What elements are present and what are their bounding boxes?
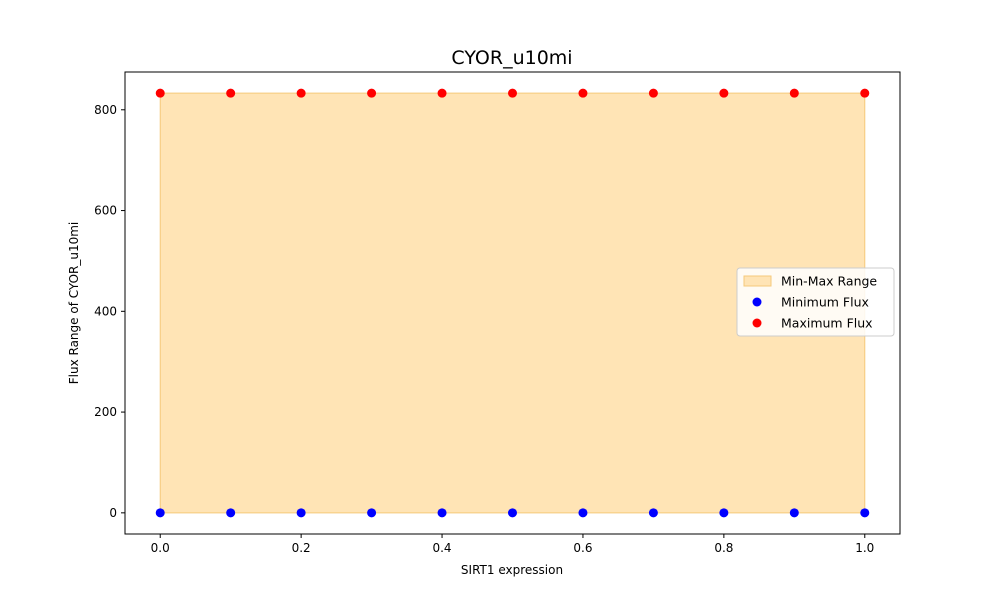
x-tick-label: 0.2 xyxy=(292,541,311,555)
data-point xyxy=(719,88,729,98)
legend-box xyxy=(736,267,895,337)
y-tick-label: 0 xyxy=(109,506,117,520)
series-minimum-flux xyxy=(155,508,870,518)
data-point xyxy=(789,88,799,98)
plot-frame xyxy=(124,71,901,535)
data-point xyxy=(860,88,870,98)
x-tick-label: 0.8 xyxy=(714,541,733,555)
y-tick-label: 400 xyxy=(94,304,117,318)
legend-label: Maximum Flux xyxy=(781,316,873,331)
plot-area xyxy=(155,88,870,518)
data-point xyxy=(789,508,799,518)
data-point xyxy=(367,508,377,518)
data-point xyxy=(155,88,165,98)
data-point xyxy=(296,88,306,98)
data-point xyxy=(578,88,588,98)
data-point xyxy=(437,508,447,518)
y-axis-label: Flux Range of CYOR_u10mi xyxy=(67,222,81,385)
data-point xyxy=(155,508,165,518)
data-point xyxy=(226,88,236,98)
x-tick-label: 0.6 xyxy=(573,541,592,555)
data-point xyxy=(578,508,588,518)
y-tick-label: 800 xyxy=(94,103,117,117)
legend-label: Min-Max Range xyxy=(781,274,877,289)
series-maximum-flux xyxy=(155,88,870,98)
x-axis-label: SIRT1 expression xyxy=(461,563,563,577)
x-axis: 0.0 0.2 0.4 0.6 0.8 1.0 xyxy=(151,534,874,555)
legend: Min-Max Range Minimum Flux Maximum Flux xyxy=(736,267,895,337)
data-point xyxy=(437,88,447,98)
y-tick-label: 200 xyxy=(94,405,117,419)
x-tick-label: 0.4 xyxy=(432,541,451,555)
data-point xyxy=(648,88,658,98)
chart-title: CYOR_u10mi xyxy=(451,47,572,69)
x-tick-label: 1.0 xyxy=(855,541,874,555)
data-point xyxy=(226,508,236,518)
legend-label: Minimum Flux xyxy=(781,295,869,310)
data-point xyxy=(860,508,870,518)
data-point xyxy=(719,508,729,518)
legend-swatch xyxy=(743,275,772,287)
data-point xyxy=(296,508,306,518)
data-point xyxy=(648,508,658,518)
data-point xyxy=(367,88,377,98)
x-tick-label: 0.0 xyxy=(151,541,170,555)
data-point xyxy=(508,88,517,98)
y-axis: 0 200 400 600 800 xyxy=(94,103,125,520)
y-tick-label: 600 xyxy=(94,204,117,218)
data-point xyxy=(508,508,517,518)
legend-marker xyxy=(752,318,762,328)
legend-marker xyxy=(752,297,762,307)
